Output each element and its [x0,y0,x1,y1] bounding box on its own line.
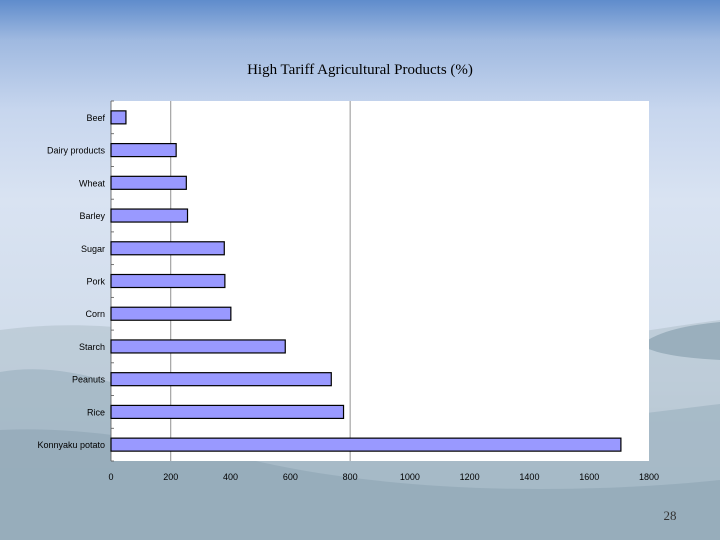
category-label: Barley [79,211,105,221]
bar-dairy-products [110,142,177,158]
x-tick-label: 1400 [519,472,539,482]
x-tick-label: 400 [223,472,238,482]
x-tick-label: 200 [163,472,178,482]
category-label: Peanuts [72,375,106,385]
bar-peanuts [110,372,332,387]
bar-sugar [110,241,225,256]
bar-wheat [110,175,187,190]
category-label: Wheat [79,178,106,188]
bar-starch [110,339,286,354]
x-tick-label: 0 [108,472,113,482]
bar-beef [110,110,127,125]
category-label: Corn [85,309,105,319]
chart-title: High Tariff Agricultural Products (%) [247,62,473,78]
bar-barley [110,208,189,223]
x-tick-label: 800 [343,472,358,482]
category-label: Dairy products [47,146,106,156]
x-tick-label: 1600 [579,472,599,482]
bar-konnyaku-potato [110,437,622,452]
x-tick-label: 1800 [639,472,659,482]
category-label: Sugar [81,244,105,254]
x-tick-label: 600 [283,472,298,482]
x-tick-label: 1000 [400,472,420,482]
x-tick-label: 1200 [460,472,480,482]
bar-corn [110,306,232,321]
category-label: Beef [86,113,105,123]
bar-rice [110,404,345,420]
slide-number: 28 [663,508,677,523]
category-label: Rice [87,407,105,417]
category-label: Starch [79,342,105,352]
category-label: Pork [86,277,105,287]
bar-pork [110,273,226,289]
category-label: Konnyaku potato [37,440,105,450]
